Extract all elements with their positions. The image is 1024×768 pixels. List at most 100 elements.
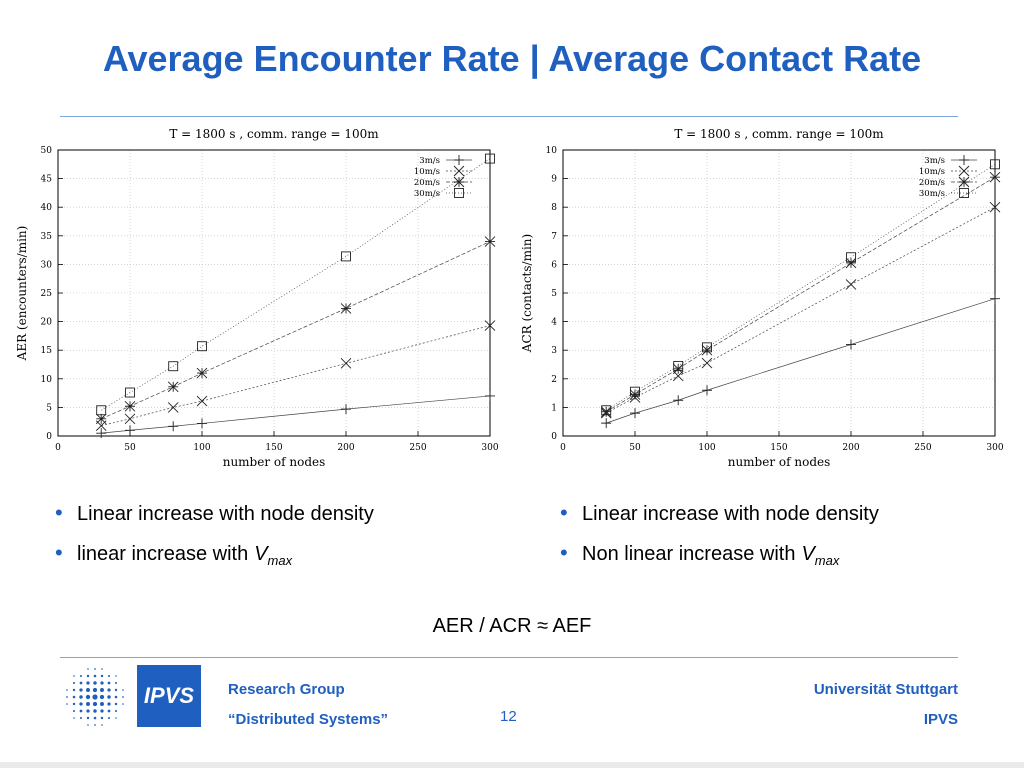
y-tick-label: 5 — [46, 403, 52, 413]
chart-title: T = 1800 s , comm. range = 100m — [169, 127, 379, 141]
logo-dot — [86, 681, 90, 685]
series-line — [606, 176, 996, 412]
legend-label: 3m/s — [419, 156, 440, 166]
x-tick-label: 150 — [265, 443, 282, 453]
data-point — [168, 361, 179, 372]
logo-dot — [92, 701, 98, 707]
legend-label: 3m/s — [924, 156, 945, 166]
legend-marker — [958, 165, 970, 177]
logo-dot — [94, 668, 96, 670]
x-tick-label: 300 — [986, 443, 1003, 453]
bullet-dot: • — [560, 540, 568, 565]
data-point — [702, 342, 712, 353]
data-point — [197, 418, 207, 429]
y-tick-label: 1 — [551, 403, 557, 413]
data-point — [196, 395, 208, 407]
data-point — [701, 344, 713, 356]
logo-dot — [86, 688, 90, 692]
logo-dot — [86, 674, 90, 678]
logo-dot — [101, 724, 103, 726]
data-point — [630, 408, 640, 419]
logo-dot — [79, 716, 83, 720]
y-axis-label: ACR (contacts/min) — [520, 234, 534, 353]
logo-dot — [66, 703, 68, 705]
y-tick-label: 7 — [551, 232, 557, 242]
logo-dot — [122, 703, 124, 705]
series-line — [101, 325, 491, 427]
data-point — [125, 387, 135, 398]
x-tick-label: 100 — [698, 443, 715, 453]
x-tick-label: 0 — [55, 443, 61, 453]
x-tick-label: 50 — [629, 443, 641, 453]
y-tick-label: 35 — [41, 232, 53, 242]
data-point — [341, 404, 351, 415]
x-tick-label: 250 — [409, 443, 426, 453]
vmax-symbol: Vmax — [254, 543, 293, 568]
x-tick-label: 150 — [770, 443, 787, 453]
vmax-symbol: Vmax — [801, 543, 840, 568]
bullet-dot: • — [560, 500, 568, 525]
data-point — [845, 257, 857, 269]
logo-dot — [107, 681, 111, 685]
logo-dot — [86, 709, 90, 713]
series-line — [101, 158, 491, 411]
data-point — [96, 428, 107, 439]
data-point — [167, 402, 179, 413]
x-tick-label: 0 — [560, 443, 566, 453]
logo-dot — [115, 717, 117, 719]
logo-dot — [92, 694, 98, 700]
data-point — [990, 293, 1000, 304]
logo-dot — [114, 688, 118, 692]
bullet-text: Linear increase with node density — [77, 503, 374, 525]
series-3m/s — [601, 293, 1000, 429]
data-point — [485, 390, 495, 401]
logo-dot — [72, 688, 76, 692]
y-tick-label: 10 — [546, 146, 558, 156]
logo-dot — [100, 688, 104, 692]
y-tick-label: 20 — [41, 318, 53, 328]
series-20m/s — [95, 236, 496, 425]
y-tick-label: 5 — [551, 289, 557, 299]
logo-dot — [86, 702, 90, 706]
logo-dot — [114, 695, 118, 699]
logo-dot — [93, 709, 97, 713]
logo-dot — [66, 689, 68, 691]
x-tick-label: 200 — [337, 443, 354, 453]
series-20m/s — [600, 171, 1001, 418]
data-point — [846, 339, 856, 350]
data-point — [485, 153, 495, 164]
data-point — [702, 385, 712, 396]
data-point — [629, 389, 641, 400]
page-number: 12 — [500, 708, 517, 725]
x-tick-label: 200 — [842, 443, 859, 453]
y-tick-label: 10 — [41, 375, 53, 385]
x-tick-label: 300 — [481, 443, 498, 453]
logo-dot — [122, 689, 124, 691]
legend-marker — [959, 155, 969, 165]
university-logo-icon — [66, 668, 124, 726]
logo-dot — [93, 681, 97, 685]
bullet-item: • Linear increase with node density — [560, 500, 879, 540]
logo-dot — [99, 694, 105, 700]
logo-dot — [107, 709, 111, 713]
x-tick-label: 250 — [914, 443, 931, 453]
series-10m/s — [600, 201, 1001, 419]
data-point — [484, 236, 496, 247]
y-axis-label: AER (encounters/min) — [15, 226, 29, 362]
logo-dot — [79, 681, 83, 685]
logo-dot — [72, 702, 76, 706]
data-point — [989, 201, 1001, 213]
y-tick-label: 45 — [41, 175, 53, 185]
logo-dot — [79, 695, 83, 699]
data-point — [484, 320, 496, 331]
x-axis-label: number of nodes — [223, 455, 326, 469]
slide-title: Average Encounter Rate | Average Contact… — [102, 38, 922, 79]
logo-dot — [86, 716, 90, 720]
data-point — [600, 406, 612, 418]
series-line — [101, 241, 491, 420]
data-point — [990, 159, 1000, 170]
logo-dot — [72, 695, 76, 699]
bullet-item: • linear increase with Vmax — [55, 540, 374, 580]
logo-dot — [72, 709, 76, 713]
